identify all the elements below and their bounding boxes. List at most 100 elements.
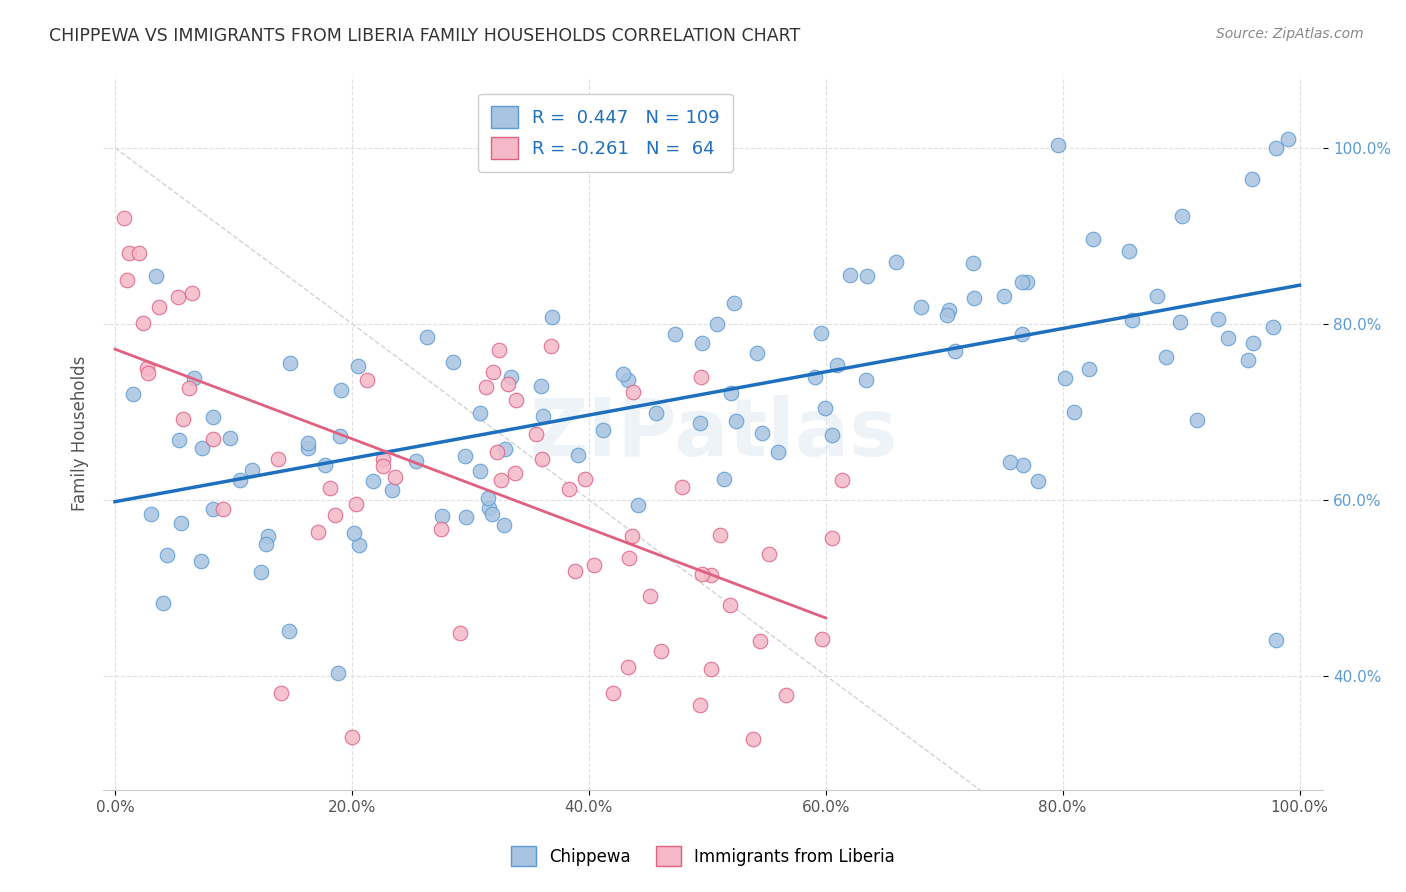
Point (254, 536, 277, 550)
Point (229, 473, 252, 487)
Point (993, 289, 1015, 303)
Point (1028, 475, 1050, 489)
Y-axis label: Family Households: Family Households (72, 356, 89, 511)
Point (758, 547, 780, 561)
Point (212, 501, 235, 516)
Point (115, 273, 138, 287)
Point (524, 426, 547, 441)
Point (179, 381, 201, 395)
Point (1011, 326, 1033, 341)
Point (810, 326, 832, 340)
Point (270, 686, 292, 700)
Point (183, 371, 205, 385)
Point (839, 268, 862, 282)
Text: Source: ZipAtlas.com: Source: ZipAtlas.com (1216, 27, 1364, 41)
Point (775, 688, 797, 702)
Point (1011, 275, 1033, 289)
Point (963, 291, 986, 305)
Point (720, 386, 742, 401)
Point (148, 300, 170, 314)
Point (855, 373, 877, 387)
Point (621, 529, 644, 543)
Point (745, 346, 768, 360)
Point (139, 507, 162, 521)
Point (491, 473, 513, 487)
Point (749, 634, 772, 648)
Point (318, 481, 340, 495)
Point (1218, 331, 1240, 345)
Point (494, 518, 516, 533)
Point (323, 508, 346, 522)
Point (709, 528, 731, 542)
Point (689, 698, 711, 712)
Point (381, 483, 404, 497)
Point (505, 393, 527, 408)
Point (344, 498, 367, 512)
Point (884, 255, 907, 269)
Point (540, 339, 562, 353)
Point (831, 473, 853, 487)
Legend: Chippewa, Immigrants from Liberia: Chippewa, Immigrants from Liberia (503, 838, 903, 875)
Point (602, 123, 624, 137)
Point (470, 406, 492, 420)
Point (314, 458, 336, 472)
Point (689, 370, 711, 384)
Point (1012, 458, 1035, 473)
Point (821, 531, 844, 545)
Point (1206, 311, 1229, 326)
Point (156, 548, 179, 562)
Point (503, 466, 526, 480)
Point (943, 343, 966, 358)
Point (494, 442, 516, 456)
Point (1170, 315, 1192, 329)
Point (1015, 275, 1038, 289)
Point (564, 564, 586, 578)
Point (297, 441, 319, 455)
Point (486, 444, 509, 458)
Point (1077, 361, 1099, 376)
Point (724, 414, 747, 428)
Point (638, 589, 661, 603)
Point (118, 246, 141, 260)
Point (202, 502, 225, 516)
Point (488, 343, 510, 357)
Point (240, 463, 263, 477)
Point (122, 386, 145, 401)
Point (128, 246, 150, 260)
Point (1171, 209, 1194, 223)
Point (962, 256, 984, 270)
Point (297, 436, 319, 450)
Point (257, 529, 280, 543)
Point (191, 441, 214, 455)
Point (267, 452, 290, 467)
Point (136, 361, 159, 376)
Point (250, 565, 273, 579)
Point (751, 425, 773, 440)
Point (627, 498, 650, 512)
Point (1241, 171, 1264, 186)
Point (1047, 137, 1070, 152)
Point (475, 380, 498, 394)
Point (454, 510, 477, 524)
Point (170, 516, 193, 530)
Point (1121, 312, 1143, 326)
Point (454, 449, 477, 463)
Point (1237, 353, 1260, 368)
Point (558, 483, 581, 497)
Point (814, 401, 837, 416)
Point (541, 310, 564, 324)
Point (340, 730, 363, 744)
Point (583, 558, 606, 572)
Point (482, 365, 505, 379)
Text: ZIPatlas: ZIPatlas (529, 394, 897, 473)
Point (574, 472, 596, 486)
Point (936, 308, 959, 322)
Point (856, 269, 879, 284)
Point (478, 501, 501, 516)
Point (430, 509, 453, 524)
Point (1241, 335, 1264, 350)
Point (152, 596, 174, 610)
Point (363, 474, 385, 488)
Point (617, 373, 640, 387)
Point (1054, 370, 1077, 384)
